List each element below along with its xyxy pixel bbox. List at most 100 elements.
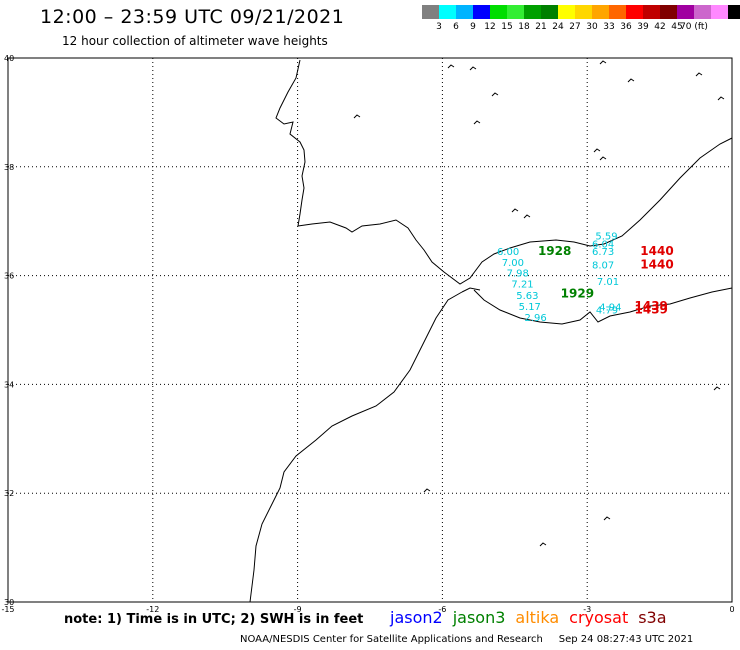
scale-label: 3 — [436, 22, 442, 32]
coastline-segment — [249, 291, 463, 603]
y-tick-label: 34 — [4, 380, 14, 389]
x-tick-label: 0 — [729, 605, 734, 614]
y-tick-label: 36 — [4, 272, 14, 281]
map-grid — [7, 57, 733, 603]
island-mark — [447, 64, 455, 69]
scale-swatch — [558, 5, 575, 19]
satellite-altika: altika — [515, 608, 560, 627]
wave-height-label: 6.73 — [592, 247, 614, 258]
scale-swatch — [660, 5, 677, 19]
island-mark — [511, 208, 519, 213]
island-mark — [717, 96, 725, 101]
scale-label: 21 — [535, 22, 547, 32]
island-mark — [469, 66, 477, 71]
axis-ticks: 40 38 36 34 32 30-15 -12 -9 -6 -3 0 — [1, 54, 734, 614]
scale-label: 39 — [637, 22, 649, 32]
y-tick-label: 38 — [4, 163, 14, 172]
wave-height-label: 5.59 — [595, 232, 617, 243]
island-mark — [627, 78, 635, 83]
scale-label: 15 — [501, 22, 513, 32]
pass-time-label: 1440 — [640, 244, 673, 258]
scale-label: 36 — [620, 22, 632, 32]
wave-height-label: 5.63 — [516, 291, 538, 302]
scale-swatch — [643, 5, 660, 19]
scale-swatch — [456, 5, 473, 19]
credit-line: NOAA/NESDIS Center for Satellite Applica… — [240, 634, 693, 645]
satellite-s3a: s3a — [638, 608, 667, 627]
island-mark — [603, 516, 611, 521]
pass-time-label: 1440 — [640, 258, 673, 272]
wave-height-label: 8.07 — [592, 261, 614, 272]
scale-swatch — [728, 5, 740, 19]
timestamp: Sep 24 08:27:43 UTC 2021 — [558, 634, 694, 645]
island-mark — [599, 60, 607, 65]
scale-swatch — [507, 5, 524, 19]
coastline-segment — [473, 287, 733, 325]
color-scale-labels: 3 6 9 12 15 18 21 24 27 30 33 36 39 42 45 70 (ft) — [422, 22, 740, 34]
satellite-legend: jason2 jason3 altika cryosat s3a — [390, 608, 677, 627]
scale-label: 12 — [484, 22, 496, 32]
island-mark — [473, 120, 481, 125]
wave-height-label: 2.96 — [524, 313, 546, 324]
island-mark — [539, 542, 547, 547]
satellite-cryosat: cryosat — [569, 608, 629, 627]
scale-label: 9 — [470, 22, 476, 32]
wave-height-label: 5.17 — [519, 302, 541, 313]
scale-label: 42 — [654, 22, 666, 32]
coastline-segment — [297, 137, 733, 285]
y-tick-label: 32 — [4, 489, 14, 498]
pass-time-label: 1439 — [635, 299, 668, 313]
wave-height-label: 6.00 — [497, 247, 519, 258]
wave-height-label: 7.01 — [597, 277, 619, 288]
scale-swatch — [490, 5, 507, 19]
scale-swatch — [575, 5, 592, 19]
footnote: note: 1) Time is in UTC; 2) SWH is in fe… — [64, 612, 364, 627]
page-subtitle: 12 hour collection of altimeter wave hei… — [62, 34, 328, 48]
wave-height-label: 4.94 — [599, 302, 621, 313]
credit-text: NOAA/NESDIS Center for Satellite Applica… — [240, 634, 543, 645]
scale-swatch — [524, 5, 541, 19]
x-tick-label: -6 — [438, 605, 446, 614]
wave-height-label: 6.04 — [592, 239, 614, 250]
x-tick-label: -9 — [294, 605, 302, 614]
x-tick-label: -12 — [146, 605, 159, 614]
scale-swatch — [694, 5, 711, 19]
pass-time-label: 1929 — [561, 286, 594, 300]
satellite-jason2: jason2 — [390, 608, 443, 627]
coastline — [249, 59, 733, 603]
island-mark — [713, 386, 721, 391]
island-mark — [523, 214, 531, 219]
wave-height-label: 4.79 — [596, 306, 618, 317]
scale-label: 30 — [586, 22, 598, 32]
scale-label: 27 — [569, 22, 581, 32]
scale-swatch — [609, 5, 626, 19]
coastline-segment — [275, 59, 306, 227]
scale-label: 70 (ft) — [680, 22, 708, 32]
color-scale — [422, 5, 740, 19]
scale-swatch — [711, 5, 728, 19]
pass-time-label: 1928 — [538, 244, 571, 258]
x-tick-label: -3 — [583, 605, 591, 614]
island-mark — [593, 148, 601, 153]
scale-swatch — [473, 5, 490, 19]
scale-swatch — [677, 5, 694, 19]
map-frame — [7, 57, 733, 603]
scale-swatch — [541, 5, 558, 19]
x-tick-label: -15 — [1, 605, 14, 614]
scale-swatch — [626, 5, 643, 19]
island-mark — [599, 156, 607, 161]
island-mark — [353, 114, 361, 119]
y-tick-label: 30 — [4, 598, 14, 607]
scale-label: 45 — [671, 22, 683, 32]
scale-label: 33 — [603, 22, 615, 32]
island-mark — [491, 92, 499, 97]
y-tick-label: 40 — [4, 54, 14, 63]
coastline-segment — [461, 287, 481, 293]
observations: 6.007.007.987.215.635.172.96 1928 1929 5.59… — [497, 232, 674, 324]
page-title: 12:00 – 23:59 UTC 09/21/2021 — [40, 6, 345, 28]
pass-time-label: 1439 — [635, 303, 668, 317]
satellite-jason3: jason3 — [452, 608, 506, 627]
scale-swatch — [439, 5, 456, 19]
wave-height-label: 7.00 — [502, 258, 524, 269]
